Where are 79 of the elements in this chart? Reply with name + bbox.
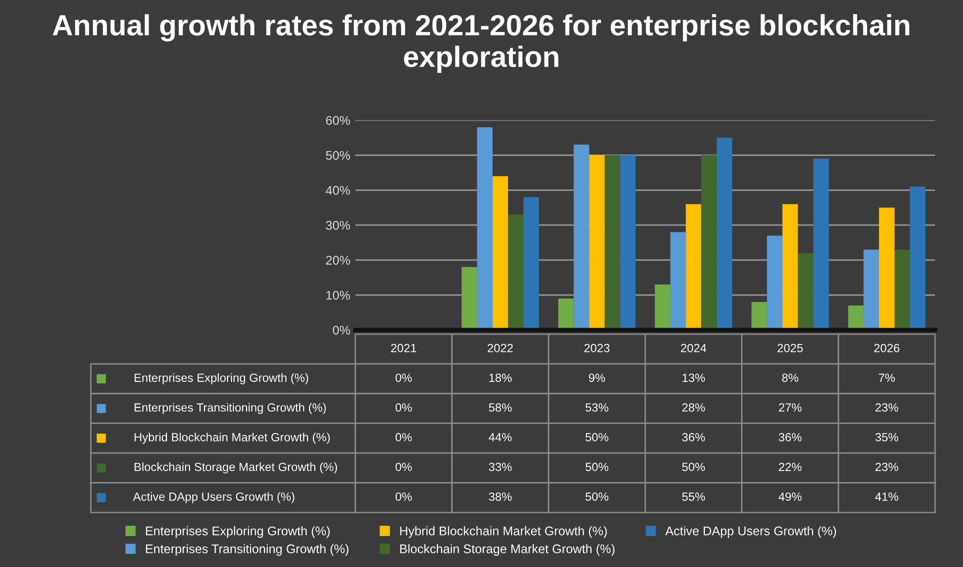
data-label: 38% xyxy=(488,492,512,501)
bar xyxy=(670,232,686,330)
data-label: 49% xyxy=(778,492,802,501)
data-label: 50% xyxy=(586,433,608,442)
data-label: 27% xyxy=(778,403,802,412)
x-tick-label: 2026 xyxy=(874,344,900,352)
data-label: 53% xyxy=(586,403,608,412)
text: Active DApp Users Growth (%) xyxy=(133,492,294,504)
bar xyxy=(523,197,539,330)
bar xyxy=(477,127,493,330)
text: Hybrid Blockchain Market Growth (%) xyxy=(134,432,330,444)
bar xyxy=(798,253,814,330)
data-label: 50% xyxy=(586,492,608,501)
data-label: 36% xyxy=(682,433,705,442)
bar xyxy=(751,302,767,330)
data-label: 9% xyxy=(588,374,606,382)
data-label: 55% xyxy=(682,492,705,501)
data-label: 36% xyxy=(778,433,802,442)
data-label: 23% xyxy=(876,403,898,412)
bar xyxy=(848,306,864,330)
text: Blockchain Storage Market Growth (%) xyxy=(134,462,337,474)
y-tick-label: 60% xyxy=(326,116,350,125)
bar xyxy=(894,250,910,330)
data-label: 41% xyxy=(875,492,898,501)
bar xyxy=(910,186,926,330)
y-tick-label: 20% xyxy=(326,256,350,265)
y-tick-label: 0% xyxy=(332,326,350,335)
chart-title: Annual growth rates from 2021-2026 for enterprise blockchain exploration xyxy=(52,14,910,73)
y-tick-label: 30% xyxy=(326,220,350,230)
data-label: 8% xyxy=(782,374,798,382)
data-label: 44% xyxy=(488,433,512,442)
bar xyxy=(620,155,636,330)
data-label: 18% xyxy=(489,374,512,382)
data-label: 35% xyxy=(875,433,898,442)
legend-label: Active DApp Users Growth (%) xyxy=(665,526,836,538)
bar xyxy=(589,155,605,330)
y-tick-label: 10% xyxy=(326,290,350,300)
x-tick-label: 2022 xyxy=(488,344,513,352)
bar xyxy=(508,214,524,330)
bar xyxy=(813,158,829,330)
x-tick-label: 2023 xyxy=(584,344,610,352)
x-tick-label: 2021 xyxy=(391,344,416,352)
data-label: 58% xyxy=(488,403,512,412)
data-label: 33% xyxy=(488,462,512,472)
bar xyxy=(864,250,880,330)
data-label: 0% xyxy=(396,492,412,501)
bar xyxy=(558,298,574,330)
y-tick-label: 40% xyxy=(326,186,350,195)
x-tick-label: 2024 xyxy=(680,344,706,352)
legend-label: Blockchain Storage Market Growth (%) xyxy=(400,544,614,556)
data-label: 0% xyxy=(396,403,412,412)
data-label: 13% xyxy=(682,374,705,382)
data-label: 0% xyxy=(396,433,412,442)
bar xyxy=(879,208,894,330)
data-label: 28% xyxy=(682,403,705,412)
data-label: 7% xyxy=(878,374,895,382)
data-label: 22% xyxy=(778,462,802,472)
x-tick-label: 2025 xyxy=(778,344,803,352)
bar xyxy=(701,155,717,330)
bar xyxy=(604,155,620,330)
legend-label: Enterprises Transitioning Growth (%) xyxy=(146,544,348,556)
data-label: 23% xyxy=(876,462,898,472)
data-label: 50% xyxy=(682,462,705,472)
y-tick-label: 50% xyxy=(326,150,350,160)
bar xyxy=(766,236,782,330)
bar xyxy=(574,144,590,330)
data-label: 0% xyxy=(396,462,412,472)
text: Enterprises Transitioning Growth (%) xyxy=(134,402,326,414)
legend-label: Enterprises Exploring Growth (%) xyxy=(146,526,330,538)
bar xyxy=(492,176,508,330)
bar xyxy=(716,138,732,330)
legend-label: Hybrid Blockchain Market Growth (%) xyxy=(400,526,607,538)
bar xyxy=(654,284,670,330)
data-label: 50% xyxy=(586,462,608,472)
bar xyxy=(462,267,478,330)
bar xyxy=(782,204,798,330)
text: Enterprises Exploring Growth (%) xyxy=(134,373,308,384)
data-label: 0% xyxy=(396,374,412,382)
bar xyxy=(686,204,702,330)
